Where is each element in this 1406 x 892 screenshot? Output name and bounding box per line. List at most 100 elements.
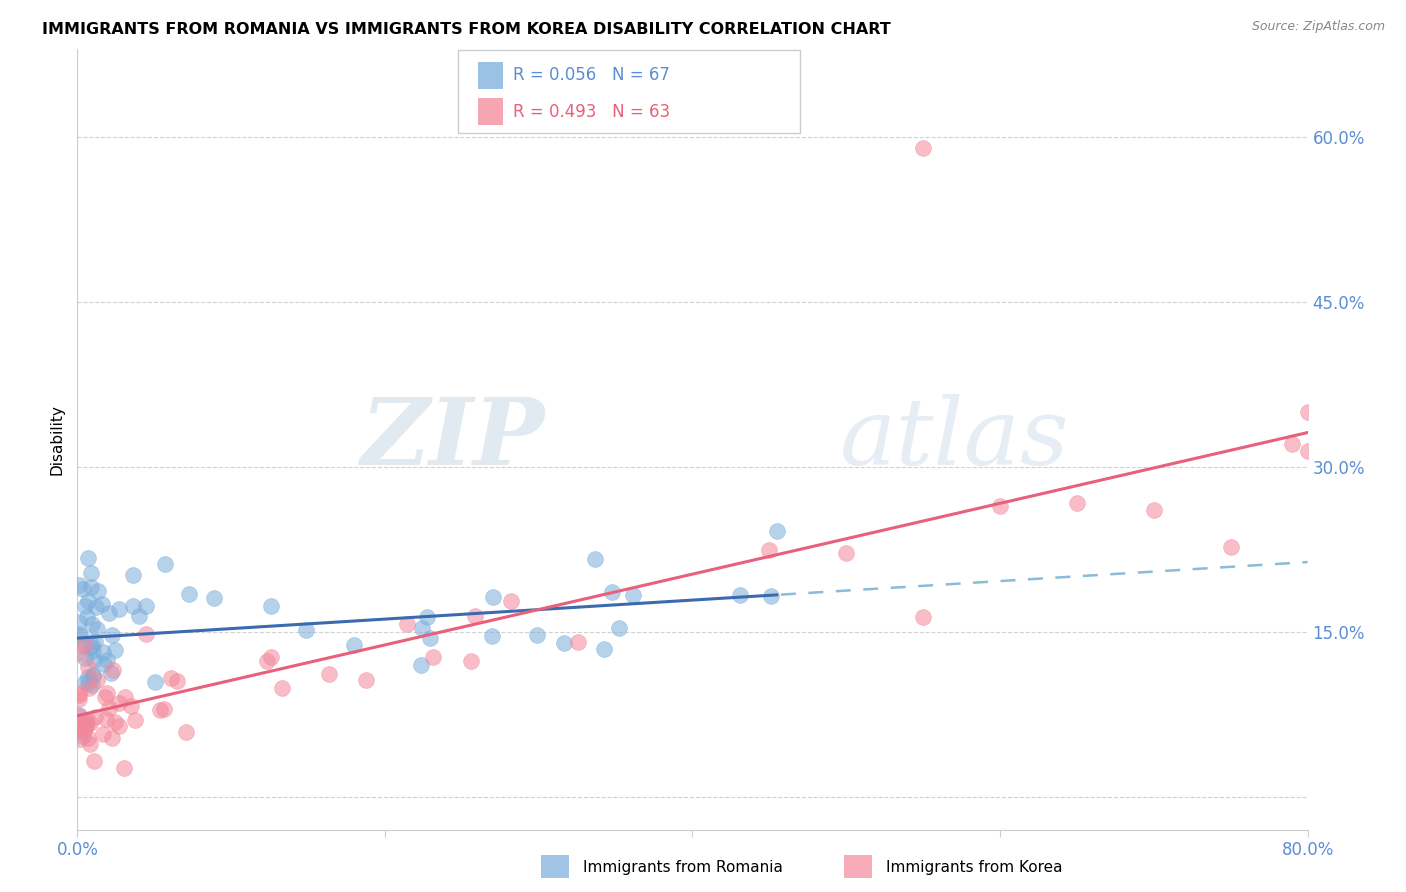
Point	[82, 669, 104, 683]
Point	[80, 566, 103, 580]
Point	[82, 678, 104, 692]
Point	[912, 610, 935, 624]
Point	[69, 630, 91, 644]
Point	[260, 649, 283, 664]
Point	[481, 629, 503, 643]
Point	[149, 703, 172, 717]
Text: Immigrants from Romania: Immigrants from Romania	[583, 860, 783, 874]
Point	[1143, 503, 1166, 517]
Point	[73, 674, 96, 689]
Point	[567, 635, 589, 649]
Point	[135, 599, 157, 613]
Point	[177, 587, 200, 601]
Point	[583, 552, 606, 566]
Point	[108, 719, 131, 733]
Point	[93, 657, 115, 671]
Text: R = 0.493   N = 63: R = 0.493 N = 63	[513, 103, 671, 120]
Point	[422, 650, 444, 665]
Point	[98, 607, 121, 621]
Point	[75, 599, 97, 613]
Point	[97, 701, 120, 715]
Point	[72, 640, 94, 654]
Point	[77, 550, 100, 565]
Point	[73, 650, 96, 665]
Point	[1066, 495, 1088, 509]
Point	[67, 626, 90, 640]
Point	[84, 600, 107, 615]
Point	[108, 601, 131, 615]
Point	[67, 708, 90, 723]
Point	[728, 588, 751, 602]
Point	[460, 654, 482, 668]
Point	[80, 616, 103, 631]
Point	[67, 686, 90, 700]
Point	[409, 658, 432, 673]
Point	[67, 708, 90, 723]
Point	[256, 654, 278, 668]
Point	[80, 638, 103, 652]
Point	[96, 686, 118, 700]
Point	[271, 681, 294, 695]
Point	[1281, 436, 1303, 450]
Point	[135, 627, 157, 641]
Point	[100, 666, 122, 681]
Point	[766, 524, 789, 538]
Point	[396, 617, 419, 632]
Point	[835, 546, 858, 560]
Point	[82, 644, 104, 658]
Point	[94, 712, 117, 726]
Point	[159, 672, 181, 686]
Point	[104, 715, 127, 730]
Point	[67, 578, 90, 592]
Point	[1219, 541, 1241, 555]
Point	[621, 588, 644, 602]
Point	[343, 638, 366, 652]
Point	[411, 622, 433, 636]
Point	[77, 670, 100, 684]
Point	[499, 593, 522, 607]
Point	[482, 590, 505, 604]
Point	[79, 715, 101, 730]
Point	[602, 585, 624, 599]
Point	[101, 627, 124, 641]
Text: ZIP: ZIP	[360, 394, 546, 484]
Point	[79, 640, 101, 654]
Point	[416, 609, 439, 624]
Point	[72, 582, 94, 596]
Point	[758, 543, 780, 558]
Point	[83, 754, 105, 768]
Point	[77, 731, 100, 745]
Point	[174, 724, 197, 739]
Point	[76, 610, 98, 624]
Point	[75, 716, 97, 731]
Point	[152, 702, 174, 716]
Point	[114, 690, 136, 705]
Point	[526, 628, 548, 642]
Text: R = 0.056   N = 67: R = 0.056 N = 67	[513, 66, 671, 85]
Point	[112, 761, 135, 775]
Point	[67, 646, 90, 660]
Point	[761, 589, 783, 603]
Point	[91, 645, 114, 659]
Point	[75, 638, 97, 652]
Point	[86, 673, 108, 687]
Point	[1296, 444, 1319, 458]
Point	[77, 660, 100, 674]
Point	[419, 631, 441, 645]
Point	[91, 598, 114, 612]
Point	[128, 609, 150, 624]
Point	[67, 615, 90, 630]
Point	[75, 713, 97, 727]
Point	[83, 653, 105, 667]
Point	[67, 724, 90, 739]
Point	[76, 717, 98, 731]
Point	[553, 635, 575, 649]
Point	[155, 558, 177, 572]
Point	[101, 731, 124, 745]
Point	[318, 667, 340, 681]
Point	[1296, 405, 1319, 419]
Point	[121, 599, 143, 613]
Point	[96, 653, 118, 667]
Point	[260, 599, 283, 613]
Point	[124, 713, 146, 727]
